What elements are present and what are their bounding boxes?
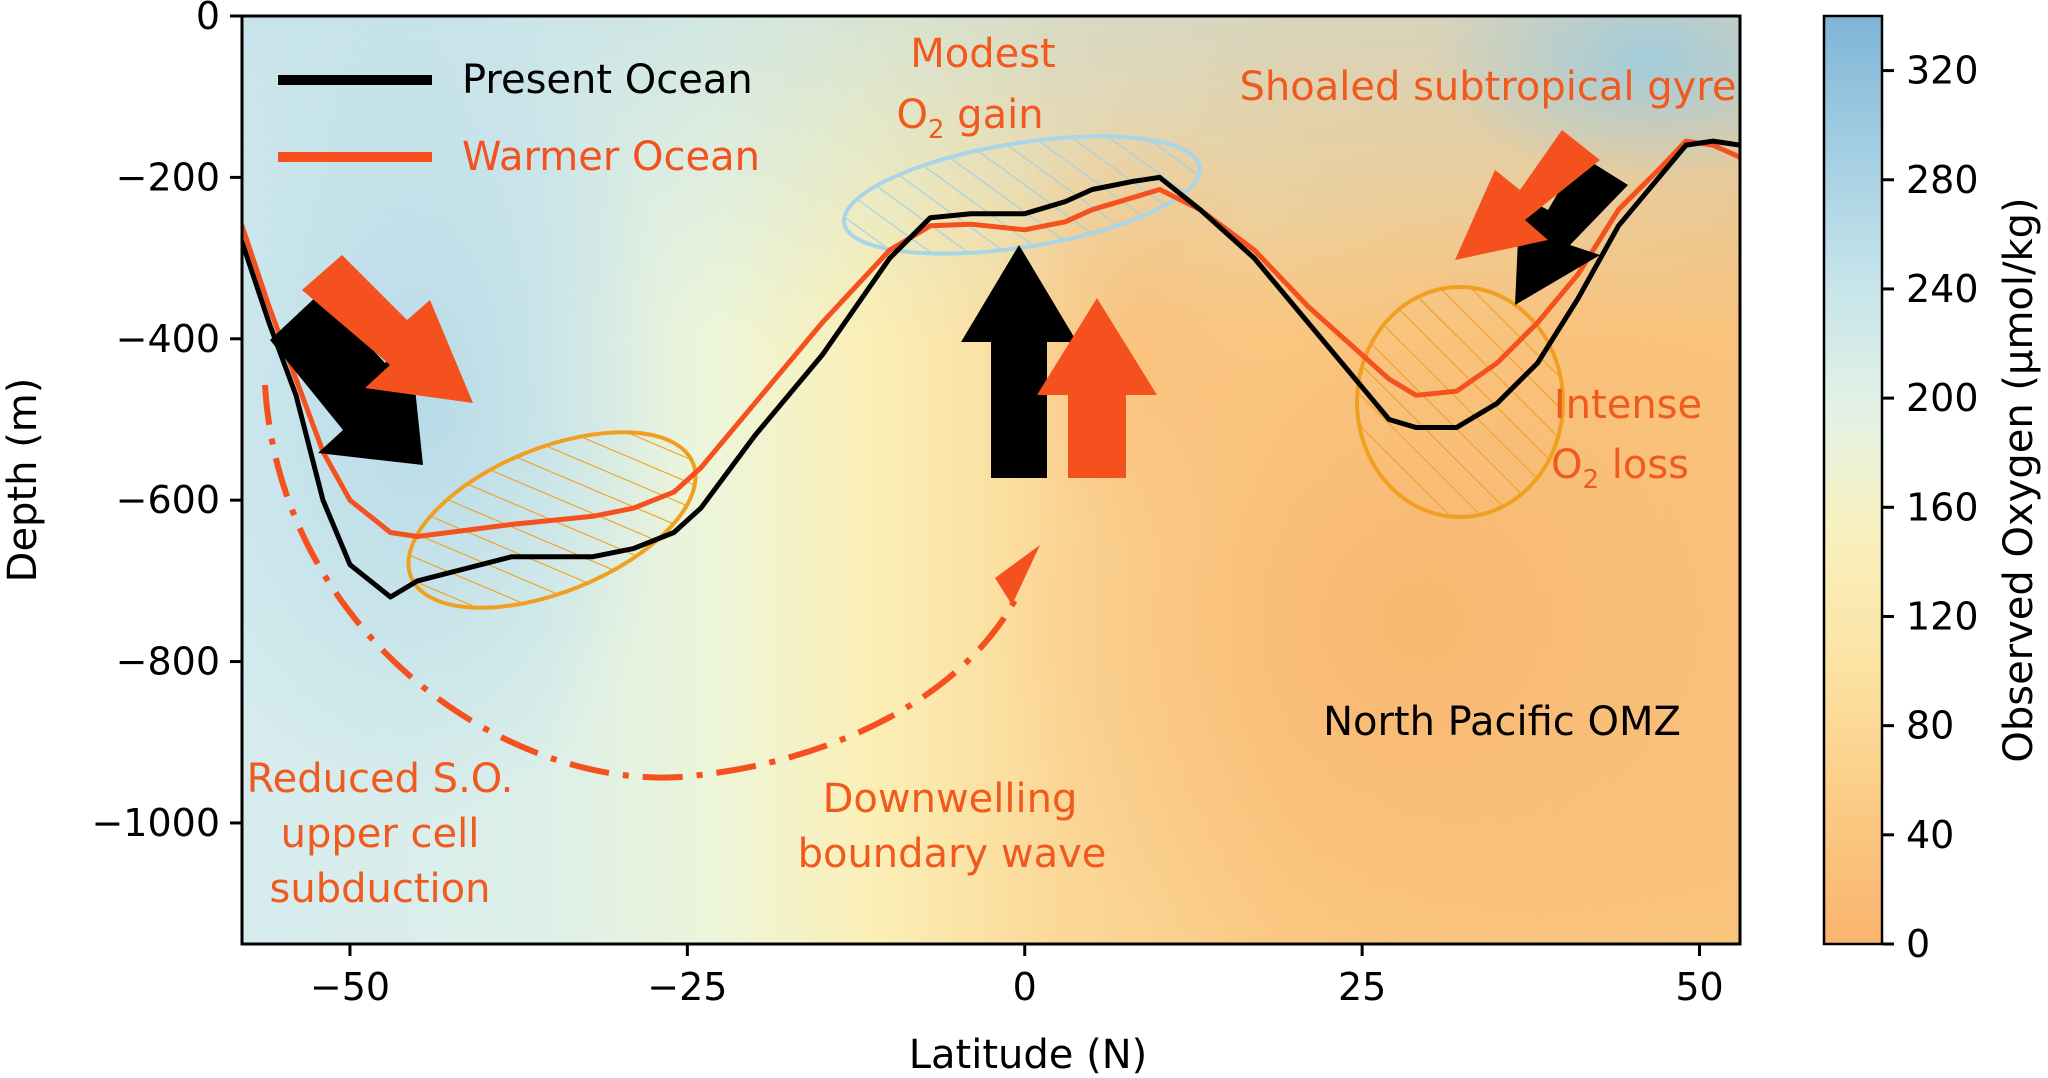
y-tick-label: −200 bbox=[116, 155, 220, 199]
colorbar-tick-label: 200 bbox=[1906, 376, 1979, 420]
annot-intense-line2: O2 loss bbox=[1551, 442, 1689, 495]
colorbar-gradient bbox=[1822, 14, 1884, 946]
colorbar-tick-label: 240 bbox=[1906, 267, 1979, 311]
annot-reduced-line3: subduction bbox=[270, 866, 491, 912]
y-tick-label: −1000 bbox=[91, 801, 220, 845]
x-tick-label: 25 bbox=[1338, 965, 1386, 1009]
annot-downwelling-line1: Downwelling bbox=[823, 776, 1078, 822]
colorbar-tick-label: 160 bbox=[1906, 485, 1979, 529]
np-hatched-ellipse bbox=[1355, 285, 1565, 519]
annotations: Modest O2 gain Shoaled subtropical gyre … bbox=[247, 31, 1737, 912]
downwelling-dashdot-arrow bbox=[262, 384, 1018, 781]
y-tick-label: −800 bbox=[116, 640, 220, 684]
colorbar-tick-label: 280 bbox=[1906, 158, 1979, 202]
annot-downwelling-line2: boundary wave bbox=[798, 831, 1107, 877]
colorbar-tick-label: 0 bbox=[1906, 922, 1930, 966]
annot-modest-line2: O2 gain bbox=[896, 92, 1043, 145]
x-tick-label: −25 bbox=[647, 965, 727, 1009]
legend: Present Ocean Warmer Ocean bbox=[278, 57, 760, 180]
annot-modest-line1: Modest bbox=[910, 31, 1056, 77]
black-up-arrow bbox=[961, 245, 1077, 478]
colorbar-ticks: 0 40 80 120 160 200 240 280 320 bbox=[1882, 49, 1979, 966]
colorbar-tick-label: 40 bbox=[1906, 813, 1954, 857]
y-axis-label: Depth (m) bbox=[0, 378, 46, 583]
x-tick-label: 50 bbox=[1675, 965, 1723, 1009]
orange-down-arrow-right bbox=[1455, 130, 1600, 260]
orange-up-arrow bbox=[1037, 298, 1157, 478]
annot-omz: North Pacific OMZ bbox=[1323, 699, 1681, 745]
plot-frame bbox=[240, 14, 1742, 946]
x-tick-label: 0 bbox=[1013, 965, 1037, 1009]
series-line-present-ocean bbox=[242, 138, 1740, 600]
legend-label-present: Present Ocean bbox=[462, 57, 753, 103]
annot-intense-sub: 2 bbox=[1582, 465, 1599, 495]
orange-down-arrow-left bbox=[302, 255, 473, 403]
annot-reduced-line1: Reduced S.O. bbox=[247, 756, 514, 802]
black-down-arrow-left bbox=[270, 293, 423, 465]
annot-intense-o: O bbox=[1551, 442, 1582, 488]
colorbar-tick-label: 120 bbox=[1906, 594, 1979, 638]
annot-modest-rest: gain bbox=[944, 92, 1043, 138]
series-line-warmer-ocean bbox=[242, 138, 1740, 539]
y-tick-label: 0 bbox=[196, 0, 220, 38]
y-tick-label: −600 bbox=[116, 478, 220, 522]
annot-reduced-line2: upper cell bbox=[281, 811, 480, 857]
arrows bbox=[262, 130, 1628, 781]
y-axis-ticks: 0 −200 −400 −600 −800 −1000 bbox=[91, 0, 242, 845]
annot-modest-o: O bbox=[896, 92, 927, 138]
series-lines bbox=[242, 138, 1740, 600]
downwelling-arrow-head bbox=[995, 545, 1040, 605]
x-axis-ticks: −50 −25 0 25 50 bbox=[310, 944, 1724, 1009]
annot-intense-rest: loss bbox=[1599, 442, 1689, 488]
legend-label-warmer: Warmer Ocean bbox=[462, 134, 760, 180]
colorbar-tick-label: 80 bbox=[1906, 704, 1954, 748]
y-tick-label: −400 bbox=[116, 317, 220, 361]
colorbar-tick-label: 320 bbox=[1906, 49, 1979, 93]
colorbar-label: Observed Oxygen (μmol/kg) bbox=[1996, 197, 2042, 762]
colorbar: 0 40 80 120 160 200 240 280 320 Observed Oxygen … bbox=[1822, 14, 2042, 966]
x-axis-label: Latitude (N) bbox=[909, 1032, 1147, 1078]
black-down-arrow-right bbox=[1515, 155, 1628, 305]
annot-shoaled-gyre: Shoaled subtropical gyre bbox=[1240, 64, 1737, 110]
annot-intense-line1: Intense bbox=[1554, 382, 1702, 428]
annot-modest-sub: 2 bbox=[928, 115, 945, 145]
x-tick-label: −50 bbox=[310, 965, 390, 1009]
